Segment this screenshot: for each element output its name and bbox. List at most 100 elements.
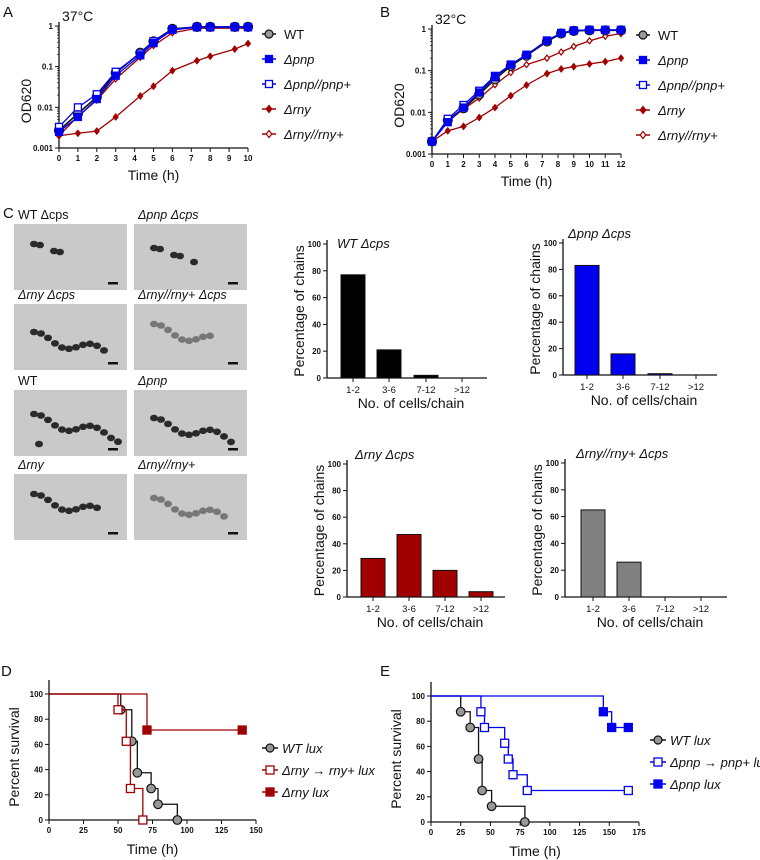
data-point — [543, 69, 551, 78]
bacterial-cell — [58, 426, 66, 433]
x-tick-label: 1-2 — [366, 604, 380, 615]
data-point — [137, 92, 144, 100]
bar — [432, 569, 458, 598]
legend-marker — [639, 105, 647, 115]
legend-marker — [653, 757, 663, 767]
x-tick-label: 75 — [148, 826, 157, 835]
bacterial-cell — [150, 494, 158, 502]
bacterial-cell — [192, 430, 200, 437]
data-point — [543, 54, 551, 63]
x-tick-label: 7 — [189, 154, 194, 163]
micrograph-label: Δrny//rny+ Δcps — [137, 288, 227, 302]
x-tick-label: 4 — [493, 160, 498, 169]
bacterial-cell — [185, 337, 193, 345]
y-axis-label: Percentage of chains — [529, 464, 545, 596]
bar — [376, 349, 402, 379]
data-point — [465, 722, 476, 733]
data-point — [460, 122, 467, 131]
data-point — [570, 62, 577, 71]
panel-label-d: D — [1, 663, 12, 680]
data-point — [206, 23, 215, 32]
data-point — [586, 59, 593, 68]
bacterial-cell — [36, 241, 44, 249]
x-tick-label: 100 — [543, 828, 557, 837]
data-point — [523, 60, 530, 69]
x-tick-label: 4 — [132, 154, 137, 163]
x-axis-label: No. of cells/chain — [377, 614, 484, 630]
x-tick-label: 3 — [477, 160, 482, 169]
x-tick-label: 150 — [249, 826, 263, 835]
scale-bar — [228, 532, 238, 535]
bacterial-cell — [190, 258, 198, 266]
legend-marker — [264, 79, 274, 89]
data-point — [455, 706, 466, 717]
data-point — [617, 54, 625, 63]
bar — [413, 374, 439, 379]
y-tick-label: 80 — [548, 265, 557, 274]
x-tick-label: 100 — [180, 826, 194, 835]
bacterial-cell — [178, 510, 186, 517]
data-point — [112, 112, 119, 121]
micrograph-label: Δrny//rny+ — [137, 458, 195, 472]
micrograph-image — [134, 474, 247, 540]
bacterial-cell — [37, 412, 45, 419]
y-tick-label: 20 — [312, 347, 321, 356]
data-point — [150, 82, 157, 91]
legend-label: Δrny — [657, 103, 686, 118]
bacterial-cell — [213, 428, 221, 436]
data-point — [153, 799, 163, 810]
x-tick-label: 10 — [244, 154, 253, 163]
bacterial-cell — [176, 252, 184, 260]
bacterial-cell — [51, 422, 59, 429]
micrograph-label: Δpnp Δcps — [137, 208, 199, 222]
legend-marker — [639, 130, 647, 140]
bacterial-cell — [72, 426, 80, 433]
scale-bar — [108, 362, 118, 365]
x-tick-label: 150 — [603, 828, 617, 837]
micrograph-image — [14, 304, 127, 370]
scale-bar — [108, 532, 118, 535]
data-point — [475, 88, 484, 97]
x-tick-label: 3 — [113, 154, 118, 163]
x-tick-label: 6 — [524, 160, 529, 169]
scale-bar — [108, 282, 118, 285]
bar — [340, 274, 366, 379]
legend-label: Δpnp — [657, 53, 688, 68]
data-point — [125, 783, 136, 794]
data-point — [476, 707, 486, 717]
x-tick-label: 3-6 — [382, 385, 396, 396]
bacterial-cell — [107, 434, 115, 442]
temperature-label: 32°C — [435, 11, 466, 27]
bacterial-cell — [51, 502, 59, 509]
x-tick-label: 1 — [446, 160, 451, 169]
data-point — [111, 71, 120, 80]
legend-label: Δpnp//pnp+ — [657, 78, 725, 93]
data-point — [486, 801, 497, 812]
y-axis-label: Percent survival — [388, 709, 404, 809]
y-tick-label: 100 — [308, 240, 322, 249]
data-point — [602, 57, 609, 66]
bacterial-cell — [178, 430, 186, 437]
micrograph-image — [134, 304, 247, 370]
scale-bar — [228, 448, 238, 451]
x-axis-label: Time (h) — [127, 841, 179, 857]
bacterial-cell — [79, 341, 87, 349]
data-point — [586, 36, 593, 45]
x-tick-label: 8 — [556, 160, 561, 169]
bacterial-cell — [79, 503, 87, 511]
bacterial-cell — [72, 506, 80, 513]
legend-marker — [264, 54, 274, 64]
bacterial-cell — [164, 326, 172, 334]
x-tick-label: 1-2 — [580, 382, 594, 393]
panel-label-e: E — [380, 663, 390, 680]
data-point — [192, 23, 202, 32]
data-point — [136, 51, 145, 60]
data-point — [73, 103, 83, 112]
bacterial-cell — [58, 344, 66, 351]
data-point — [207, 52, 214, 61]
legend-label: Δrny → rny+ lux — [281, 763, 375, 778]
legend-label: WT lux — [282, 741, 323, 756]
x-tick-label: 0 — [430, 160, 435, 169]
bacterial-cell — [65, 507, 73, 515]
